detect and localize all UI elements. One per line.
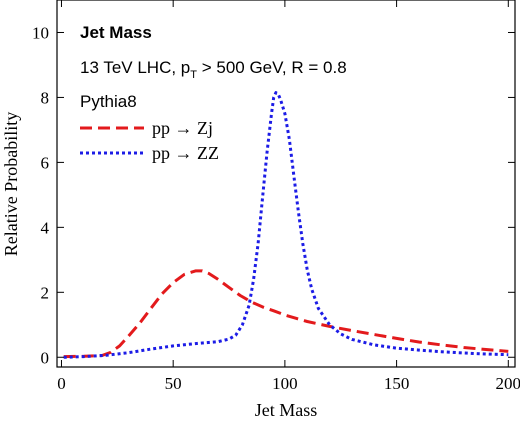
y-ticks: 0 2 4 6 8 10 xyxy=(32,23,515,367)
annotation-line2: Pythia8 xyxy=(80,92,137,111)
series-layer xyxy=(63,91,509,359)
x-tick-label-4: 200 xyxy=(496,374,520,393)
annotation-line1-suffix: > 500 GeV, R = 0.8 xyxy=(197,58,347,77)
y-tick-label-1: 2 xyxy=(41,283,50,302)
x-axis-label: Jet Mass xyxy=(255,400,318,420)
series-line-1 xyxy=(63,91,509,359)
plot-frame xyxy=(56,0,516,368)
annotation-line1: 13 TeV LHC, pT > 500 GeV, R = 0.8 xyxy=(80,58,347,81)
y-tick-label-5: 10 xyxy=(32,23,49,42)
legend-label-zz: pp → ZZ xyxy=(152,143,219,163)
series-line-0 xyxy=(63,269,509,359)
x-tick-label-1: 50 xyxy=(165,374,182,393)
x-tick-label-2: 100 xyxy=(272,374,298,393)
legend: pp → Zj pp → ZZ xyxy=(80,118,219,163)
y-tick-label-4: 8 xyxy=(41,88,50,107)
chart-title: Jet Mass xyxy=(80,23,152,42)
y-axis-label: Relative Probability xyxy=(1,112,21,256)
x-tick-label-0: 0 xyxy=(57,374,66,393)
legend-label-zj: pp → Zj xyxy=(152,118,213,138)
annotation-line1-prefix: 13 TeV LHC, p xyxy=(80,58,190,77)
y-tick-label-0: 0 xyxy=(41,348,50,367)
x-tick-label-3: 150 xyxy=(384,374,410,393)
x-ticks: 0 50 100 150 200 xyxy=(57,0,520,393)
y-tick-label-2: 4 xyxy=(41,218,50,237)
annotation-line1-subscript: T xyxy=(190,69,197,81)
y-tick-label-3: 6 xyxy=(41,153,50,172)
